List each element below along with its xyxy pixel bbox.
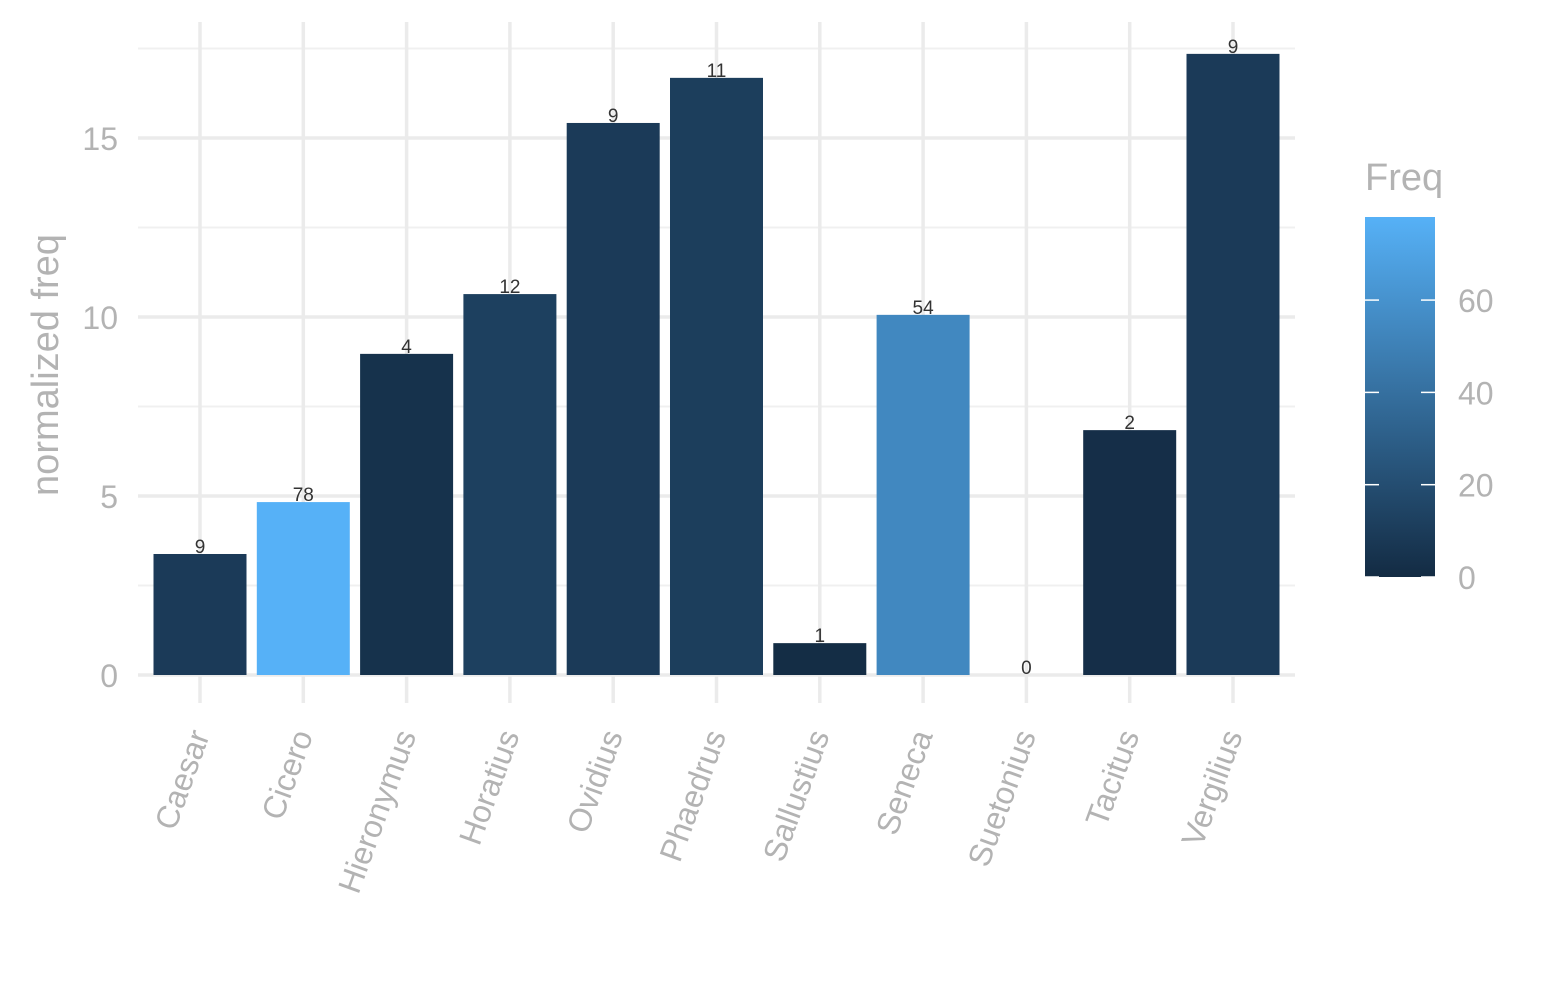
bar-seneca xyxy=(876,314,970,675)
bar-value-label: 11 xyxy=(707,61,727,82)
bar-value-label: 4 xyxy=(401,337,412,358)
x-axis: Caesar Cicero Hieronymus Horatius Ovidius Pha… xyxy=(147,725,1249,898)
bar-value-label: 12 xyxy=(499,277,520,298)
x-tick-label: Vergilius xyxy=(1174,725,1249,851)
legend-tick-label: 20 xyxy=(1458,468,1494,504)
bar-value-label: 54 xyxy=(913,298,935,319)
y-tick-label: 15 xyxy=(82,121,118,157)
bar-value-label: 9 xyxy=(608,106,619,127)
bar-hieronymus xyxy=(360,353,454,675)
x-tick-label: Cicero xyxy=(254,725,319,824)
bar-value-label: 2 xyxy=(1124,413,1135,434)
legend-title: Freq xyxy=(1365,157,1443,199)
bar-phaedrus xyxy=(670,77,763,675)
legend: Freq 0 20 40 60 xyxy=(1365,157,1494,596)
bar-value-label: 78 xyxy=(293,485,314,506)
x-tick-label: Suetonius xyxy=(960,725,1043,871)
x-tick-label: Hieronymus xyxy=(331,725,423,898)
y-tick-label: 10 xyxy=(82,300,118,336)
legend-colorbar xyxy=(1365,217,1435,577)
x-tick-label: Ovidius xyxy=(559,725,629,838)
legend-tick-label: 40 xyxy=(1458,375,1494,411)
legend-tick-label: 0 xyxy=(1458,560,1476,596)
bar-tacitus xyxy=(1083,430,1177,675)
x-tick-label: Sallustius xyxy=(756,725,837,866)
x-tick-label: Horatius xyxy=(452,725,527,849)
bar-caesar xyxy=(153,553,247,675)
x-tick-label: Caesar xyxy=(147,725,216,835)
legend-tick-label: 60 xyxy=(1458,283,1494,319)
x-tick-label: Phaedrus xyxy=(652,725,733,866)
y-tick-label: 5 xyxy=(100,479,118,515)
bar-value-label: 9 xyxy=(195,537,206,558)
bar-value-label: 9 xyxy=(1228,37,1239,58)
x-tick-label: Tacitus xyxy=(1078,725,1146,831)
bar-value-label: 0 xyxy=(1021,658,1032,679)
x-tick-label: Seneca xyxy=(869,725,940,839)
y-axis-title: normalized freq xyxy=(25,234,67,496)
bar-sallustius xyxy=(773,643,867,675)
bar-cicero xyxy=(256,502,350,675)
y-axis: 0 5 10 15 xyxy=(82,121,118,694)
bar-value-label: 1 xyxy=(815,626,826,647)
y-tick-label: 0 xyxy=(100,658,118,694)
bar-horatius xyxy=(463,294,557,675)
bar-vergilius xyxy=(1186,53,1280,676)
bars xyxy=(153,53,1280,676)
bar-ovidius xyxy=(566,122,660,676)
